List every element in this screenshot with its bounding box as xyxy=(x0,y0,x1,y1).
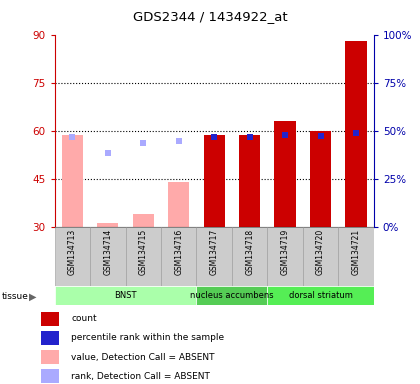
Bar xyxy=(197,286,268,305)
Bar xyxy=(55,286,197,305)
Point xyxy=(211,134,218,141)
Bar xyxy=(90,227,126,286)
Text: BNST: BNST xyxy=(114,291,137,300)
Bar xyxy=(232,227,268,286)
Point xyxy=(246,134,253,141)
Bar xyxy=(41,350,59,364)
Bar xyxy=(345,41,367,227)
Text: count: count xyxy=(71,314,97,323)
Bar xyxy=(168,182,189,227)
Point xyxy=(353,131,360,137)
Bar xyxy=(268,227,303,286)
Bar xyxy=(41,312,59,326)
Text: GSM134720: GSM134720 xyxy=(316,229,325,275)
Bar xyxy=(310,131,331,227)
Text: dorsal striatum: dorsal striatum xyxy=(289,291,352,300)
Bar xyxy=(41,331,59,345)
Text: ▶: ▶ xyxy=(29,291,36,301)
Bar xyxy=(197,227,232,286)
Bar xyxy=(268,286,374,305)
Point xyxy=(176,138,182,144)
Text: percentile rank within the sample: percentile rank within the sample xyxy=(71,333,224,343)
Text: GSM134716: GSM134716 xyxy=(174,229,183,275)
Bar xyxy=(239,136,260,227)
Point xyxy=(105,150,111,156)
Text: value, Detection Call = ABSENT: value, Detection Call = ABSENT xyxy=(71,353,215,362)
Bar xyxy=(161,227,197,286)
Text: GDS2344 / 1434922_at: GDS2344 / 1434922_at xyxy=(133,10,287,23)
Text: GSM134715: GSM134715 xyxy=(139,229,148,275)
Text: tissue: tissue xyxy=(2,292,29,301)
Point xyxy=(69,134,76,141)
Point xyxy=(140,140,147,146)
Point xyxy=(282,132,289,139)
Bar xyxy=(303,227,339,286)
Bar xyxy=(126,227,161,286)
Text: GSM134718: GSM134718 xyxy=(245,229,254,275)
Text: rank, Detection Call = ABSENT: rank, Detection Call = ABSENT xyxy=(71,372,210,381)
Text: GSM134719: GSM134719 xyxy=(281,229,290,275)
Bar xyxy=(133,214,154,227)
Point xyxy=(317,133,324,139)
Text: GSM134721: GSM134721 xyxy=(352,229,360,275)
Bar xyxy=(275,121,296,227)
Bar xyxy=(55,227,90,286)
Bar xyxy=(62,136,83,227)
Text: GSM134714: GSM134714 xyxy=(103,229,112,275)
Bar xyxy=(339,227,374,286)
Bar xyxy=(204,136,225,227)
Text: GSM134717: GSM134717 xyxy=(210,229,219,275)
Text: nucleus accumbens: nucleus accumbens xyxy=(190,291,274,300)
Text: GSM134713: GSM134713 xyxy=(68,229,77,275)
Bar xyxy=(41,369,59,383)
Bar xyxy=(97,223,118,227)
